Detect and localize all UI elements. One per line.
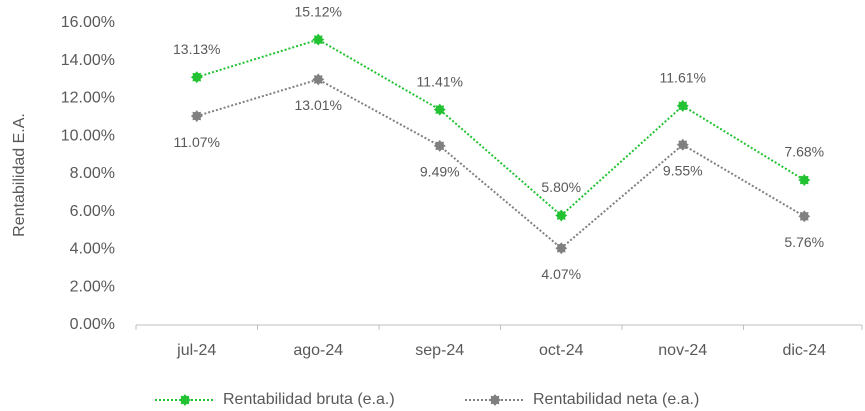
point-marker — [798, 210, 811, 223]
y-tick-label: 2.00% — [70, 278, 115, 295]
point-marker — [798, 174, 811, 186]
value-label: 9.49% — [420, 164, 460, 180]
y-tick-label: 12.00% — [61, 90, 115, 107]
point-marker — [190, 110, 203, 123]
y-tick-label: 16.00% — [61, 14, 115, 31]
y-tick-label: 0.00% — [70, 316, 115, 333]
value-label: 5.80% — [541, 179, 581, 195]
x-tick-label: nov-24 — [658, 342, 707, 359]
legend-marker — [489, 394, 501, 406]
value-label: 11.41% — [417, 73, 463, 89]
point-marker — [555, 209, 568, 222]
x-tick-label: dic-24 — [782, 342, 826, 359]
y-tick-label: 10.00% — [61, 127, 115, 144]
legend-label: Rentabilidad bruta (e.a.) — [223, 391, 395, 408]
value-label: 7.68% — [784, 144, 824, 160]
point-marker — [676, 99, 689, 112]
value-label: 9.55% — [663, 162, 703, 178]
point-marker — [312, 73, 325, 86]
x-tick-label: ago-24 — [293, 342, 343, 359]
point-marker — [433, 139, 446, 152]
value-label: 5.76% — [784, 234, 824, 250]
point-marker — [312, 33, 325, 46]
point-marker — [555, 242, 568, 255]
legend-label: Rentabilidad neta (e.a.) — [533, 391, 699, 408]
legend-marker — [179, 394, 191, 406]
y-tick-label: 8.00% — [70, 165, 115, 182]
y-axis-title: Rentabilidad E.A. — [11, 113, 28, 237]
value-label: 15.12% — [295, 3, 342, 19]
value-label: 4.07% — [541, 266, 581, 282]
y-tick-label: 6.00% — [70, 203, 115, 220]
value-label: 13.13% — [173, 41, 220, 57]
point-marker — [433, 103, 446, 116]
x-tick-label: sep-24 — [415, 342, 464, 359]
series-line — [196, 38, 805, 217]
series-line — [196, 78, 805, 250]
x-tick-label: oct-24 — [539, 342, 584, 359]
y-tick-label: 14.00% — [61, 52, 115, 69]
value-label: 11.61% — [660, 70, 706, 86]
point-marker — [676, 138, 689, 151]
value-label: 13.01% — [295, 97, 342, 113]
x-tick-label: jul-24 — [176, 342, 216, 359]
point-marker — [190, 71, 203, 84]
value-label: 11.07% — [174, 134, 220, 150]
y-tick-label: 4.00% — [70, 241, 115, 258]
